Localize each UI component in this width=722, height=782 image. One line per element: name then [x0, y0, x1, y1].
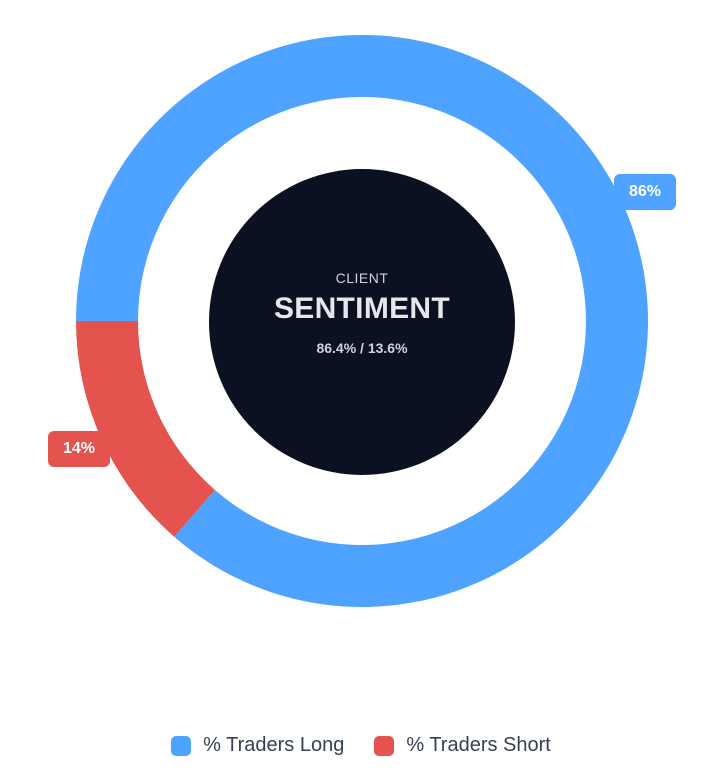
data-label-short: 14%: [48, 431, 110, 467]
legend-label-short: % Traders Short: [406, 734, 551, 756]
legend-item-long[interactable]: % Traders Long: [171, 734, 344, 757]
center-kicker: CLIENT: [335, 270, 389, 286]
legend-label-long: % Traders Long: [203, 734, 345, 756]
legend-swatch-long: [171, 735, 192, 756]
center-title: SENTIMENT: [273, 292, 451, 325]
slice-short[interactable]: [76, 321, 215, 537]
data-label-long: 86%: [614, 174, 676, 210]
legend-swatch-short: [374, 735, 395, 756]
legend: % Traders Long % Traders Short: [0, 734, 722, 757]
center-label: CLIENT SENTIMENT 86.4% / 13.6%: [209, 169, 515, 475]
center-disc: [209, 169, 515, 475]
legend-item-short[interactable]: % Traders Short: [374, 734, 551, 757]
center-ratio: 86.4% / 13.6%: [316, 340, 408, 356]
